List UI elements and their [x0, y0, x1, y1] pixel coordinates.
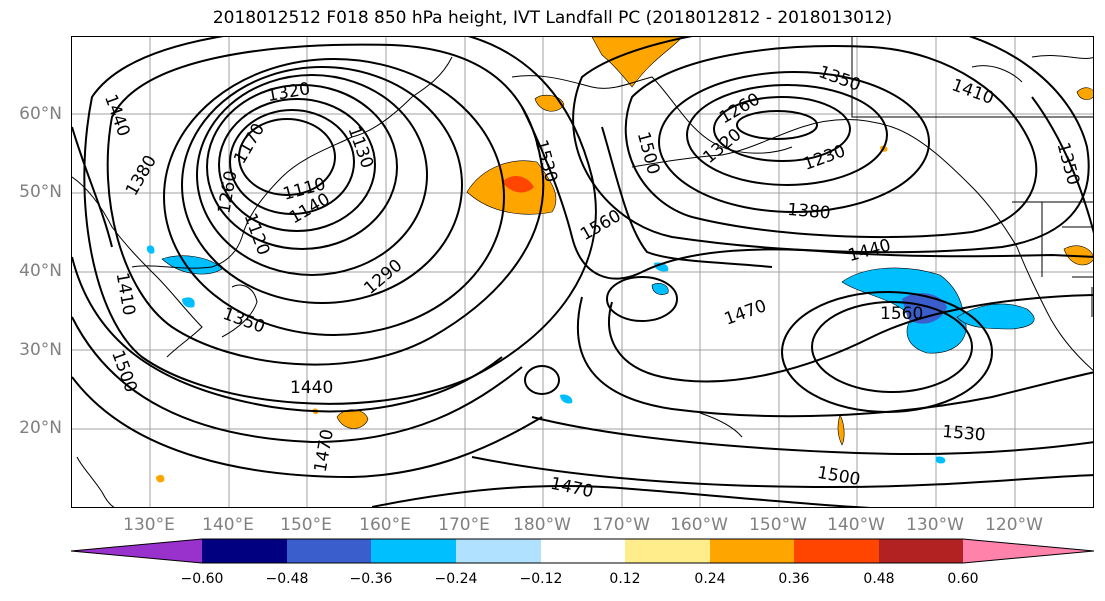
contour-label: 1410	[112, 271, 139, 317]
colorbar-swatches	[71, 538, 1094, 564]
colorbar-swatch	[794, 539, 879, 563]
colorbar-tick: 0.36	[778, 571, 810, 587]
colorbar-tick: −0.12	[519, 571, 563, 587]
map-title: 2018012512 F018 850 hPa height, IVT Land…	[212, 8, 893, 28]
colorbar-swatch	[710, 539, 794, 563]
lat-label-60n: 60°N	[19, 104, 62, 124]
colorbar	[71, 538, 1094, 564]
colorbar-swatch	[71, 539, 202, 563]
contour-label: 1560	[880, 304, 923, 324]
lon-label-130w: 130°W	[906, 515, 964, 535]
lon-label-130e: 130°E	[123, 515, 175, 535]
contour-label: 1120	[240, 211, 274, 258]
lon-label-140w: 140°W	[827, 515, 885, 535]
colorbar-tick: 0.12	[609, 571, 641, 587]
contour-label: 1320	[699, 125, 745, 168]
colorbar-tick: −0.48	[265, 571, 309, 587]
lon-label-160w: 160°W	[670, 515, 728, 535]
ivt-positive-shading	[156, 37, 1093, 483]
colorbar-tick: −0.36	[349, 571, 393, 587]
contour-label: 1440	[100, 92, 134, 139]
contour-label: 1320	[266, 79, 312, 106]
colorbar-outline	[71, 538, 1094, 564]
contour-label: 1350	[816, 62, 863, 96]
contour-label: 1500	[816, 463, 862, 490]
lon-label-160e: 160°E	[359, 515, 411, 535]
contour-label: 1440	[846, 236, 893, 267]
colorbar-tick: 0.60	[947, 571, 979, 587]
colorbar-tick: 0.48	[863, 571, 895, 587]
lat-label-50n: 50°N	[19, 182, 62, 202]
graticule	[72, 37, 1093, 507]
colorbar-tick: 0.24	[694, 571, 726, 587]
colorbar-swatch	[541, 539, 625, 563]
lat-label-20n: 20°N	[19, 418, 62, 438]
lon-label-170w: 170°W	[592, 515, 650, 535]
lat-label-30n: 30°N	[19, 340, 62, 360]
contour-label: 1230	[801, 141, 848, 175]
contour-label: 1530	[941, 422, 986, 446]
contour-label: 1350	[1053, 140, 1084, 187]
lon-label-140e: 140°E	[202, 515, 254, 535]
contour-label: 1380	[786, 200, 831, 224]
contour-label: 1380	[122, 152, 161, 199]
colorbar-swatch	[202, 539, 287, 563]
colorbar-swatch	[625, 539, 710, 563]
lon-label-150w: 150°W	[749, 515, 807, 535]
contour-label: 1470	[722, 296, 769, 330]
colorbar-tick: −0.60	[180, 571, 224, 587]
lon-label-150e: 150°E	[280, 515, 332, 535]
contour-label: 1470	[311, 428, 338, 474]
contour-label: 1440	[290, 378, 333, 398]
contour-label: 1560	[577, 206, 624, 245]
colorbar-swatch	[963, 539, 1094, 563]
colorbar-swatch	[456, 539, 541, 563]
lon-label-120w: 120°W	[985, 515, 1043, 535]
map-canvas: 1320 1440 1380 1170 1260 1130 1110 1140 …	[72, 37, 1093, 507]
map-panel: 1320 1440 1380 1170 1260 1130 1110 1140 …	[71, 36, 1094, 508]
lon-label-180w: 180°W	[513, 515, 571, 535]
height-contours	[72, 37, 1093, 507]
colorbar-swatch	[879, 539, 963, 563]
contour-label: 1260	[716, 89, 763, 128]
lon-label-170e: 170°E	[438, 515, 490, 535]
contour-label: 1350	[220, 304, 267, 338]
lat-label-40n: 40°N	[19, 261, 62, 281]
contour-label: 1170	[230, 120, 269, 167]
colorbar-swatch	[287, 539, 371, 563]
contour-label: 1410	[949, 75, 996, 109]
colorbar-swatch	[371, 539, 456, 563]
colorbar-tick: −0.24	[434, 571, 478, 587]
contour-label: 1470	[549, 474, 595, 503]
ivt-negative-shading	[146, 245, 1035, 464]
